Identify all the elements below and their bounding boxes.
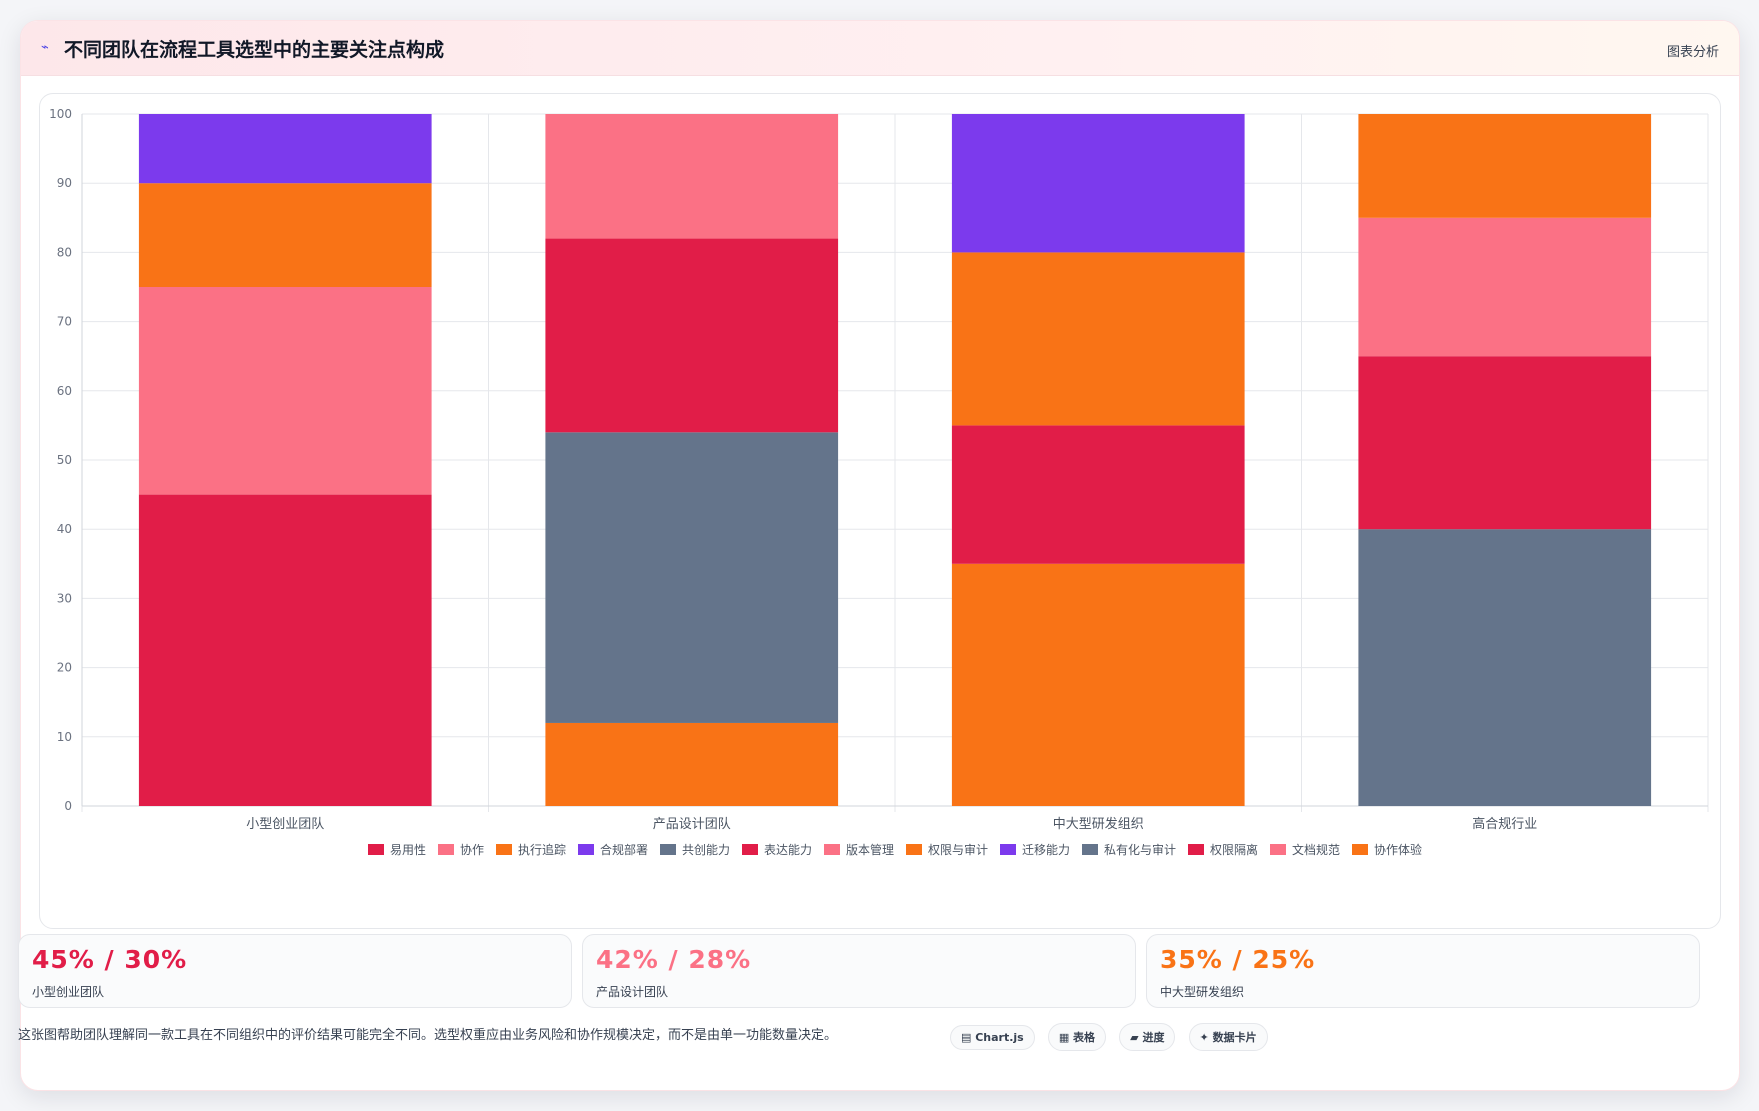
legend-label: 合规部署 [600,842,648,857]
bar-segment [1358,114,1652,218]
stacked-bar-chart: 0 10 20 30 40 50 60 70 80 90 100 小型创业团队 产品设计团队 中大型研发组… [49,107,1709,857]
legend-label: 权限隔离 [1210,842,1258,857]
y-tick-label: 20 [57,661,72,675]
y-tick-label: 100 [49,107,72,121]
kpi-value: 35% / 25% [1160,945,1316,974]
y-tick-label: 70 [57,315,72,329]
y-tick-label: 60 [57,384,72,398]
bar-segment [951,252,1245,426]
trend-icon: ⌁ [41,40,49,55]
legend-label: 文档规范 [1292,842,1340,857]
kpi-label: 中大型研发组织 [1160,985,1245,999]
bar-segment [138,114,432,184]
kpi-label: 产品设计团队 [596,985,669,999]
bar-segment [545,238,839,433]
y-tick-label: 90 [57,176,72,190]
legend-swatch [496,844,512,855]
legend-swatch [578,844,594,855]
x-tick-label: 高合规行业 [1472,816,1537,832]
kpi-value: 42% / 28% [596,945,752,974]
chip-table[interactable]: ▦ 表格 [1047,1023,1107,1051]
bar-segment [1358,356,1652,530]
kpi-row: 45% / 30% 小型创业团队 42% / 28% 产品设计团队 35% / … [18,934,1700,1008]
chip-data-cards[interactable]: ✦ 数据卡片 [1188,1023,1268,1051]
bar-segment [1358,217,1652,357]
legend-swatch [824,844,840,855]
bar-segment [138,287,432,495]
legend-label: 共创能力 [682,843,730,857]
legend-label: 协作体验 [1374,842,1422,857]
x-tick-label: 小型创业团队 [246,817,324,832]
legend-label: 协作 [460,842,484,857]
legend-swatch [660,844,676,855]
bar-segment [545,432,839,723]
kpi-card-design: 42% / 28% 产品设计团队 [582,934,1136,1008]
bar-segment [951,425,1245,564]
legend-label: 版本管理 [846,842,894,857]
chart-footnote: 这张图帮助团队理解同一款工具在不同组织中的评价结果可能完全不同。选型权重应由业务… [18,1028,838,1043]
bar-segment [138,494,432,806]
bar-segment [545,722,839,806]
chart-card: ⌁ 不同团队在流程工具选型中的主要关注点构成 图表分析 0 10 20 30 40 50 6… [20,20,1740,1091]
y-tick-label: 0 [64,799,72,813]
y-tick-label: 30 [57,591,72,605]
chip-chartjs[interactable]: ▤ Chart.js [950,1025,1035,1050]
x-tick-label: 中大型研发组织 [1053,816,1144,832]
legend-swatch [1270,844,1286,855]
legend-swatch [1352,844,1368,855]
bar-segment [951,563,1245,806]
legend-label: 执行追踪 [518,842,566,857]
legend-label: 迁移能力 [1022,843,1070,857]
chart-analysis-link[interactable]: 图表分析 [1666,45,1719,60]
legend-label: 易用性 [390,843,426,857]
card-header: ⌁ 不同团队在流程工具选型中的主要关注点构成 图表分析 [21,21,1739,76]
bar-segment [951,114,1245,253]
x-tick-label: 产品设计团队 [653,817,731,832]
legend-swatch [368,844,384,855]
legend-swatch [1188,844,1204,855]
chart-panel: 0 10 20 30 40 50 60 70 80 90 100 小型创业团队 产品设计团队 中大型研发组… [39,93,1721,929]
bar-segment [138,183,432,287]
kpi-value: 45% / 30% [32,945,188,974]
legend-swatch [438,844,454,855]
legend-swatch [742,844,758,855]
y-tick-label: 10 [57,730,72,744]
chart-title: 不同团队在流程工具选型中的主要关注点构成 [64,39,445,61]
legend-label: 表达能力 [764,843,812,857]
bar-segment [1358,529,1652,806]
legend-swatch [906,844,922,855]
y-tick-label: 50 [57,453,72,467]
kpi-label: 小型创业团队 [32,985,105,999]
y-tick-label: 40 [57,522,72,536]
bar-segment [545,114,839,239]
kpi-card-enterprise: 35% / 25% 中大型研发组织 [1146,934,1700,1008]
legend-label: 权限与审计 [928,842,988,857]
y-tick-label: 80 [57,245,72,259]
legend-label: 私有化与审计 [1104,842,1176,857]
legend-swatch [1000,844,1016,855]
kpi-card-startup: 45% / 30% 小型创业团队 [18,934,572,1008]
tool-chips: ▤ Chart.js ▦ 表格 ▰ 进度 ✦ 数据卡片 [950,1023,1276,1051]
chip-progress[interactable]: ▰ 进度 [1119,1023,1176,1051]
legend-swatch [1082,844,1098,855]
